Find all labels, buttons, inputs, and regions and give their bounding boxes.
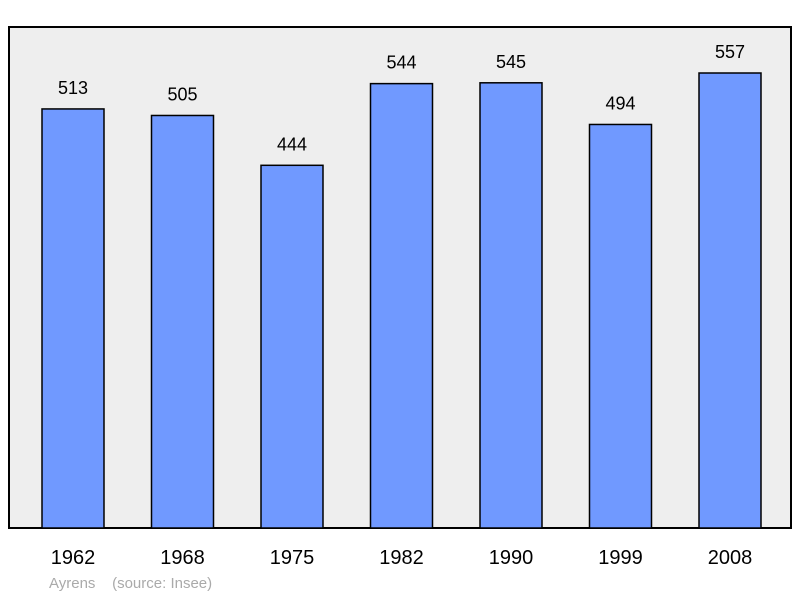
category-labels-group: 1962 1968 1975 1982 1990 1999 2008 [51, 547, 753, 569]
category-label-1975: 1975 [270, 547, 315, 569]
value-label-2008: 557 [715, 42, 745, 62]
value-label-1982: 544 [386, 53, 416, 73]
bar-1968 [150, 114, 215, 529]
value-label-1968: 505 [167, 84, 197, 104]
chart-caption: Ayrens (source: Insee) [49, 575, 212, 592]
category-label-1990: 1990 [489, 547, 534, 569]
category-label-1962: 1962 [51, 547, 96, 569]
caption-source: (source: Insee) [112, 575, 213, 592]
bar-1975 [260, 164, 324, 529]
bars-group [41, 72, 762, 529]
bar-1962 [41, 108, 105, 529]
value-label-1962: 513 [58, 78, 88, 98]
caption-place: Ayrens [49, 575, 96, 592]
category-label-1999: 1999 [598, 547, 643, 569]
bar-2008 [698, 72, 762, 529]
value-label-1999: 494 [605, 93, 635, 113]
value-label-1975: 444 [277, 134, 307, 154]
category-label-1982: 1982 [379, 547, 424, 569]
category-label-1968: 1968 [160, 547, 205, 569]
bar-1990 [479, 82, 543, 529]
value-labels-group: 513 505 444 544 545 494 557 [58, 42, 745, 154]
bar-1982 [369, 82, 434, 529]
bar-1999 [588, 123, 653, 529]
category-label-2008: 2008 [708, 547, 753, 569]
value-label-1990: 545 [496, 52, 526, 72]
